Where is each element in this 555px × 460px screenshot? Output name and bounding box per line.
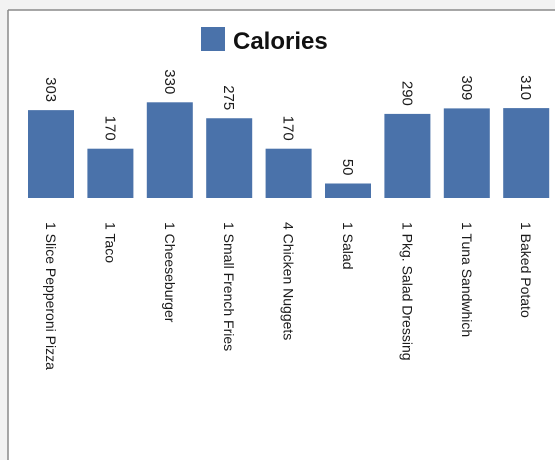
bar-5 — [265, 148, 312, 198]
bar-9 — [503, 108, 550, 198]
legend-label: Calories — [233, 28, 328, 55]
value-label-5: 170 — [280, 116, 297, 141]
value-label-9: 310 — [517, 75, 534, 100]
value-label-4: 275 — [220, 85, 237, 110]
value-label-2: 170 — [101, 116, 118, 141]
bar-2 — [87, 148, 134, 198]
plot-background — [8, 10, 555, 460]
category-label-9: 1 Baked Potato — [518, 222, 534, 318]
value-label-8: 309 — [458, 75, 475, 100]
category-label-6: 1 Salad — [340, 222, 356, 269]
bars-group — [28, 102, 550, 198]
category-label-1: 1 Slice Pepperoni Pizza — [43, 222, 59, 370]
bar-8 — [443, 108, 490, 198]
bar-3 — [146, 102, 193, 198]
category-label-8: 1 Tuna Sandwhich — [459, 222, 475, 337]
value-label-1: 303 — [42, 77, 59, 102]
value-label-7: 290 — [398, 81, 415, 106]
category-label-3: 1 Cheeseburger — [162, 222, 178, 323]
value-label-6: 50 — [339, 159, 356, 176]
bar-1 — [28, 110, 74, 198]
category-label-2: 1 Taco — [102, 222, 118, 263]
category-label-5: 4 Chicken Nuggets — [281, 222, 297, 340]
bar-6 — [325, 183, 371, 198]
bar-4 — [206, 118, 253, 198]
category-labels-group: 1 Slice Pepperoni Pizza 1 Taco 1 Cheesebur… — [43, 222, 534, 370]
value-labels-group: 303 170 330 275 170 50 290 309 310 — [42, 69, 534, 175]
bar-7 — [384, 113, 431, 198]
value-label-3: 330 — [161, 69, 178, 94]
legend: Calories — [201, 27, 328, 55]
legend-swatch — [201, 27, 225, 51]
category-label-4: 1 Small French Fries — [221, 222, 237, 351]
category-label-7: 1 Pkg. Salad Dressing — [399, 222, 415, 361]
